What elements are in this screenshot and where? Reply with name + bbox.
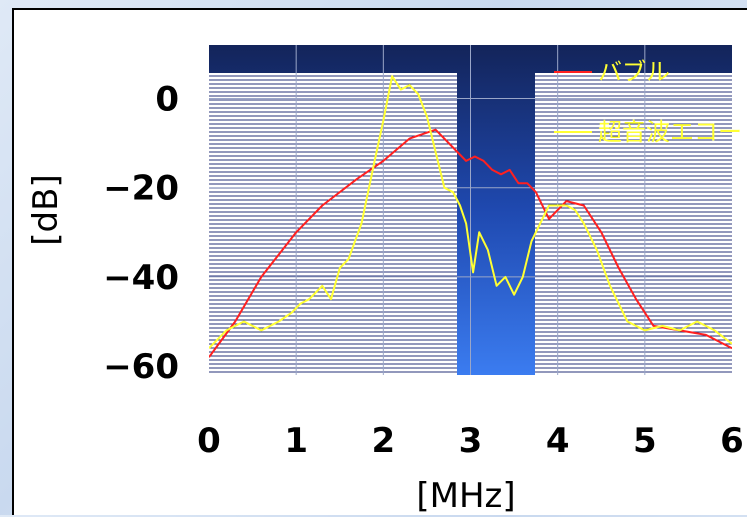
grid-lines — [209, 45, 732, 375]
x-tick-label: 2 — [371, 421, 395, 461]
y-axis-label: [dB] — [26, 174, 66, 245]
series-group — [209, 75, 732, 358]
x-axis-ticks: 0 1 2 3 4 5 6 — [197, 421, 744, 461]
shaded-region-left — [209, 73, 457, 375]
y-tick-label: −40 — [103, 258, 179, 298]
x-tick-label: 3 — [459, 421, 483, 461]
slide-background: バブル超音波エコー 0 1 2 3 4 5 6 0 −20 −40 −60 [MHz] [dB] — [12, 8, 747, 516]
y-tick-label: −20 — [103, 169, 179, 209]
legend-label-2: 超音波エコー — [598, 118, 742, 146]
x-tick-label: 5 — [633, 421, 657, 461]
legend-label-1: バブル — [598, 58, 670, 86]
y-tick-label: 0 — [155, 80, 179, 120]
x-tick-label: 1 — [284, 421, 308, 461]
series-line-2 — [209, 75, 732, 349]
x-axis-label: [MHz] — [416, 476, 515, 516]
x-tick-label: 0 — [197, 421, 221, 461]
series-line-1 — [209, 128, 732, 358]
x-tick-label: 6 — [720, 421, 744, 461]
y-tick-label: −60 — [103, 347, 179, 387]
x-tick-label: 4 — [546, 421, 570, 461]
y-axis-ticks: 0 −20 −40 −60 — [103, 80, 179, 388]
